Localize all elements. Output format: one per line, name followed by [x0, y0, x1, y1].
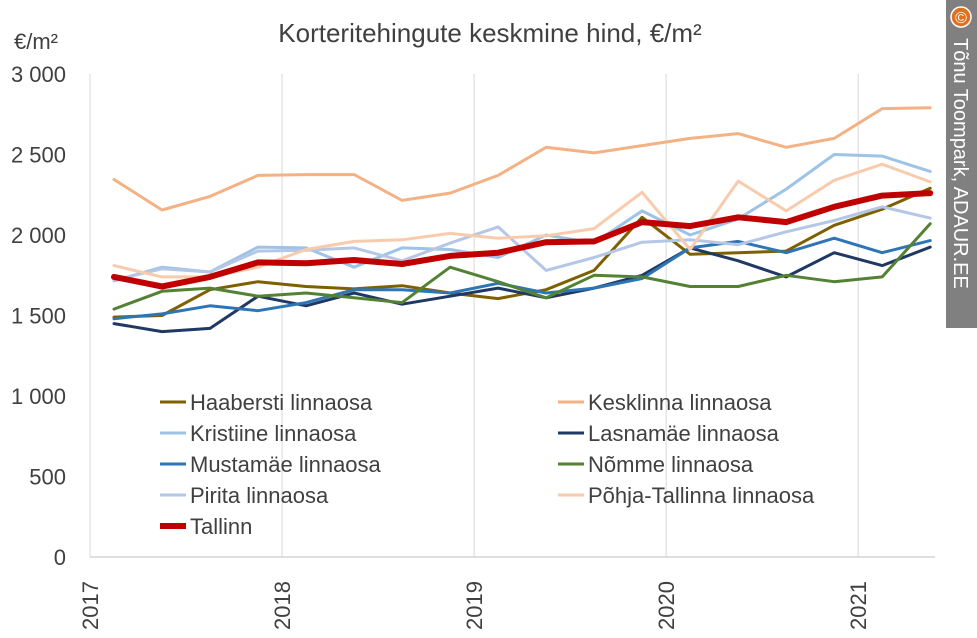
legend-label: Põhja-Tallinna linnaosa: [588, 483, 815, 508]
legend-item: Mustamäe linnaosa: [160, 452, 382, 477]
series-line-lasnamäe-linnaosa: [112, 245, 932, 334]
legend-item: Lasnamäe linnaosa: [558, 421, 780, 446]
legend-label: Mustamäe linnaosa: [190, 452, 382, 477]
x-tick-label: 2020: [654, 581, 679, 630]
credit-background: [946, 0, 977, 328]
copyright-icon: ©: [955, 10, 967, 27]
legend-label: Kristiine linnaosa: [190, 421, 357, 446]
x-axis-ticks: 2017 2018 2019 2020 2021: [78, 581, 871, 630]
legend-item: Haabersti linnaosa: [160, 390, 373, 415]
x-tick-label: 2018: [270, 581, 295, 630]
y-tick-label: 2 500: [11, 143, 66, 168]
legend: Haabersti linnaosa Kesklinna linnaosa Kris…: [160, 390, 815, 539]
legend-item: Nõmme linnaosa: [558, 452, 754, 477]
y-axis-label: €/m²: [14, 29, 58, 54]
chart-title: Korteritehingute keskmine hind, €/m²: [278, 18, 702, 48]
series-line-kesklinna-linnaosa: [112, 106, 932, 212]
series-lines: [111, 106, 934, 334]
series-line-mustamäe-linnaosa: [112, 236, 932, 321]
x-tick-label: 2021: [846, 581, 871, 630]
legend-label: Tallinn: [190, 514, 252, 539]
series-line-haabersti-linnaosa: [112, 186, 932, 319]
y-tick-label: 3 000: [11, 62, 66, 87]
y-tick-label: 1 500: [11, 304, 66, 329]
legend-item: Pirita linnaosa: [160, 483, 329, 508]
legend-item: Kristiine linnaosa: [160, 421, 357, 446]
y-tick-label: 1 000: [11, 384, 66, 409]
y-tick-label: 500: [29, 465, 66, 490]
series-line-tallinn: [111, 190, 934, 290]
legend-label: Kesklinna linnaosa: [588, 390, 772, 415]
credit-badge: © Tõnu Toompark, ADAUR.EE: [946, 0, 977, 328]
y-tick-label: 2 000: [11, 223, 66, 248]
copyright-circle: [950, 6, 972, 28]
x-tick-label: 2019: [462, 581, 487, 630]
x-tick-label: 2017: [78, 581, 103, 630]
legend-label: Lasnamäe linnaosa: [588, 421, 780, 446]
y-tick-label: 0: [54, 545, 66, 570]
legend-item: Kesklinna linnaosa: [558, 390, 772, 415]
legend-label: Haabersti linnaosa: [190, 390, 373, 415]
legend-label: Pirita linnaosa: [190, 483, 329, 508]
legend-item: Tallinn: [160, 514, 252, 539]
series-line-nõmme-linnaosa: [112, 222, 932, 311]
y-axis-ticks: 0 500 1 000 1 500 2 000 2 500 3 000: [11, 62, 66, 570]
legend-label: Nõmme linnaosa: [588, 452, 754, 477]
series-line-põhja-tallinna-linnaosa: [112, 162, 932, 279]
credit-text: Tõnu Toompark, ADAUR.EE: [949, 38, 971, 289]
legend-item: Põhja-Tallinna linnaosa: [558, 483, 815, 508]
